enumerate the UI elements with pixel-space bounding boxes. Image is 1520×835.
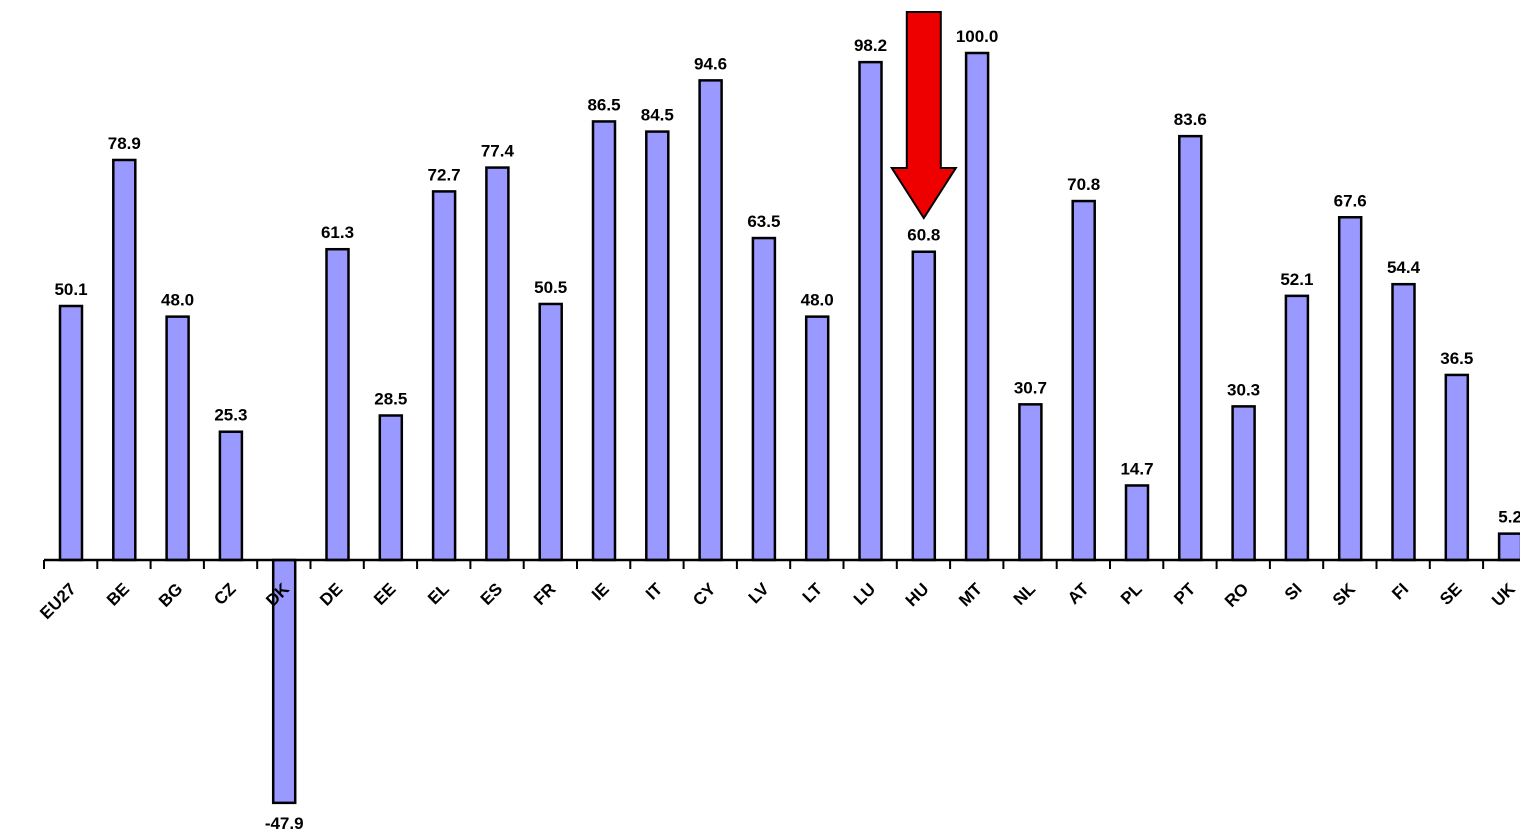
bar-ro <box>1231 405 1256 562</box>
value-label-dk: -47.9 <box>265 814 304 833</box>
bar-cz <box>218 430 244 562</box>
category-labels-layer: EU27 BE BG CZ DK DE EE EL ES FR IE IT CY LV LT LU HU MT NL… <box>36 579 1519 623</box>
category-label-lu: LU <box>850 579 879 608</box>
bar-lu <box>858 60 883 562</box>
category-label-de: DE <box>316 579 346 609</box>
bar-nl <box>1018 403 1043 562</box>
down-arrow-icon <box>889 11 958 220</box>
category-label-eu27: EU27 <box>36 579 80 623</box>
category-label-hu: HU <box>902 579 933 610</box>
category-label-cy: CY <box>689 579 720 610</box>
bar-se <box>1444 373 1470 562</box>
category-label-be: BE <box>103 579 133 609</box>
category-label-lt: LT <box>799 579 827 607</box>
value-label-hu: 60.8 <box>907 226 940 245</box>
value-label-ie: 86.5 <box>587 95 620 114</box>
bar-lt <box>804 315 830 562</box>
category-label-at: AT <box>1064 579 1093 608</box>
value-label-be: 78.9 <box>108 134 141 153</box>
value-label-fr: 50.5 <box>534 278 567 297</box>
value-label-pt: 83.6 <box>1174 110 1207 129</box>
category-label-fi: FI <box>1388 579 1412 603</box>
bar-ie <box>591 120 617 562</box>
value-label-el: 72.7 <box>428 165 461 184</box>
bars-layer <box>58 51 1520 805</box>
bar-pt <box>1178 134 1203 562</box>
value-label-sk: 67.6 <box>1334 191 1367 210</box>
value-labels-layer: 50.1 78.9 48.0 25.3 -47.9 61.3 28.5 72.7 77.4 50.… <box>54 27 1520 833</box>
value-label-fi: 54.4 <box>1387 258 1421 277</box>
value-label-bg: 48.0 <box>161 291 194 310</box>
value-label-eu27: 50.1 <box>54 280 87 299</box>
value-label-lv: 63.5 <box>747 212 780 231</box>
bar-lv <box>751 236 777 562</box>
category-label-mt: MT <box>955 579 986 610</box>
bar-bg <box>165 315 190 562</box>
bar-hu <box>911 250 937 562</box>
bar-eu27 <box>58 304 84 562</box>
category-label-cz: CZ <box>210 579 239 608</box>
category-label-es: ES <box>477 579 506 608</box>
bar-si <box>1284 294 1310 562</box>
value-label-cy: 94.6 <box>694 54 727 73</box>
value-label-at: 70.8 <box>1067 175 1100 194</box>
category-label-sk: SK <box>1329 579 1360 610</box>
bar-mt <box>964 51 990 562</box>
bar-it <box>645 130 670 562</box>
value-label-ro: 30.3 <box>1227 380 1260 399</box>
category-label-ie: IE <box>588 579 613 604</box>
highlight-arrow-icon <box>889 11 958 220</box>
value-label-es: 77.4 <box>481 142 515 161</box>
value-label-mt: 100.0 <box>956 27 999 46</box>
bar-ee <box>378 414 404 562</box>
value-label-uk: 5.2 <box>1498 508 1520 527</box>
value-label-lu: 98.2 <box>854 36 887 55</box>
category-label-si: SI <box>1281 579 1306 604</box>
category-label-el: EL <box>424 579 453 608</box>
category-label-nl: NL <box>1010 579 1039 608</box>
bar-fr <box>538 302 563 562</box>
bar-cy <box>698 79 723 562</box>
category-label-it: IT <box>642 579 667 604</box>
value-label-ee: 28.5 <box>374 390 407 409</box>
category-label-lv: LV <box>745 579 773 607</box>
bar-uk <box>1497 532 1520 562</box>
bar-de <box>325 247 350 562</box>
bar-be <box>112 158 137 562</box>
bar-el <box>431 190 457 562</box>
category-label-fr: FR <box>530 579 559 608</box>
value-label-nl: 30.7 <box>1014 378 1047 397</box>
category-label-pt: PT <box>1170 579 1199 608</box>
category-label-bg: BG <box>155 579 186 610</box>
category-label-ro: RO <box>1221 579 1252 610</box>
category-label-uk: UK <box>1488 579 1519 610</box>
category-label-pl: PL <box>1117 579 1146 608</box>
value-label-it: 84.5 <box>641 106 674 125</box>
bar-sk <box>1337 216 1363 562</box>
bar-at <box>1071 199 1096 562</box>
value-label-lt: 48.0 <box>801 291 834 310</box>
category-label-ee: EE <box>370 579 399 608</box>
x-axis-ticks <box>43 560 1485 569</box>
category-label-se: SE <box>1436 579 1465 608</box>
value-label-se: 36.5 <box>1440 349 1473 368</box>
value-label-cz: 25.3 <box>214 406 247 425</box>
bar-es <box>485 166 510 562</box>
bar-pl <box>1124 484 1150 562</box>
value-label-pl: 14.7 <box>1120 459 1153 478</box>
value-label-de: 61.3 <box>321 223 354 242</box>
bar-fi <box>1391 282 1416 562</box>
value-label-si: 52.1 <box>1280 270 1313 289</box>
